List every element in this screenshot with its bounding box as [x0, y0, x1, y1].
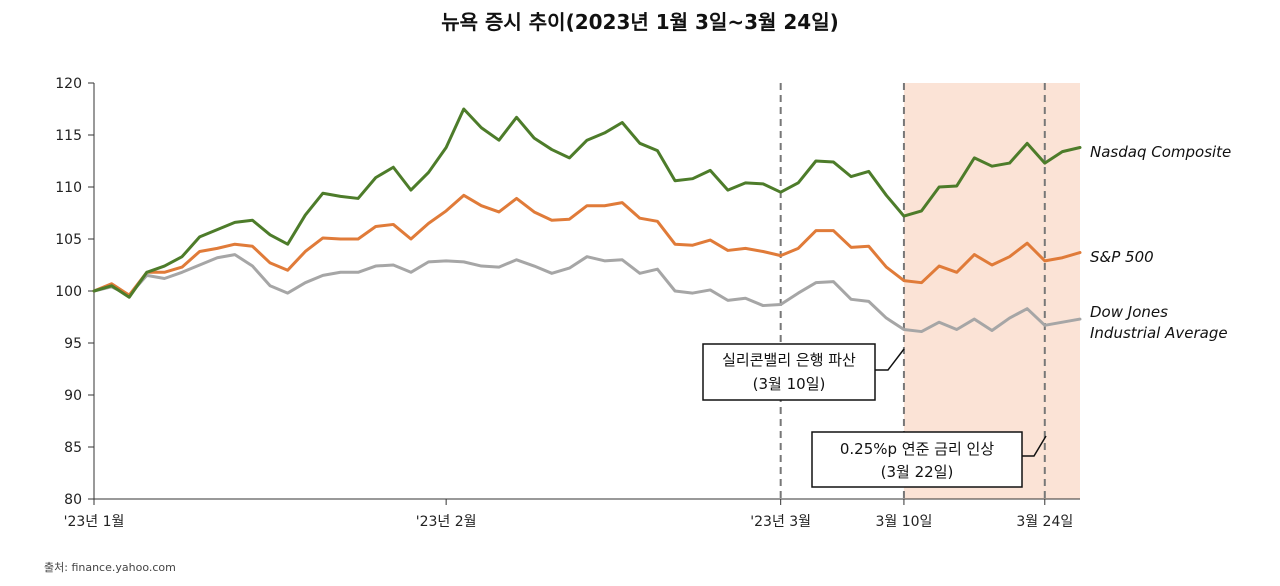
y-tick-label: 85: [64, 440, 82, 456]
y-tick-label: 115: [55, 128, 82, 144]
fed-annotation-box: [811, 431, 1023, 488]
source-note: 출처: finance.yahoo.com: [44, 561, 176, 574]
series-line-dow-jones-industrial-average: [92, 253, 1082, 334]
svb-annotation-leader: [875, 348, 905, 371]
y-tick-label: 95: [64, 336, 82, 352]
chart-title: 뉴욕 증시 추이(2023년 1월 3일~3월 24일): [441, 10, 839, 34]
x-tick-label: 3월 10일: [875, 514, 932, 530]
y-tick-label: 105: [55, 232, 82, 248]
series-label-sp500: S&P 500: [1090, 248, 1154, 266]
fed-annotation-leader: [1022, 435, 1047, 457]
series-label-nasdaq: Nasdaq Composite: [1090, 143, 1231, 161]
y-tick-label: 90: [64, 388, 82, 404]
series-label-dow-line-2: Industrial Average: [1090, 324, 1228, 342]
series-line-s-p-500: [92, 193, 1082, 297]
svb-annotation-line-1: 실리콘밸리 은행 파산: [722, 351, 856, 369]
svb-bankruptcy-annotation: 실리콘밸리 은행 파산 (3월 10일): [702, 343, 905, 401]
svb-annotation-line-2: (3월 10일): [753, 375, 826, 393]
highlight-band: [903, 83, 1080, 499]
fed-annotation-line-2: (3월 22일): [881, 463, 954, 481]
series-line-nasdaq-composite: [92, 107, 1082, 299]
x-tick-label: 3월 24일: [1016, 514, 1073, 530]
y-tick-label: 80: [64, 492, 82, 508]
svb-annotation-box: [702, 343, 876, 401]
y-tick-label: 110: [55, 180, 82, 196]
x-tick-label: '23년 3월: [750, 514, 811, 530]
x-tick-label: '23년 2월: [416, 514, 477, 530]
y-tick-label: 120: [55, 76, 82, 92]
fed-rate-hike-annotation: 0.25%p 연준 금리 인상 (3월 22일): [811, 431, 1047, 488]
series-label-dow-line-1: Dow Jones: [1090, 303, 1168, 321]
y-tick-label: 100: [55, 284, 82, 300]
x-tick-label: '23년 1월: [64, 514, 125, 530]
fed-annotation-line-1: 0.25%p 연준 금리 인상: [840, 440, 994, 458]
